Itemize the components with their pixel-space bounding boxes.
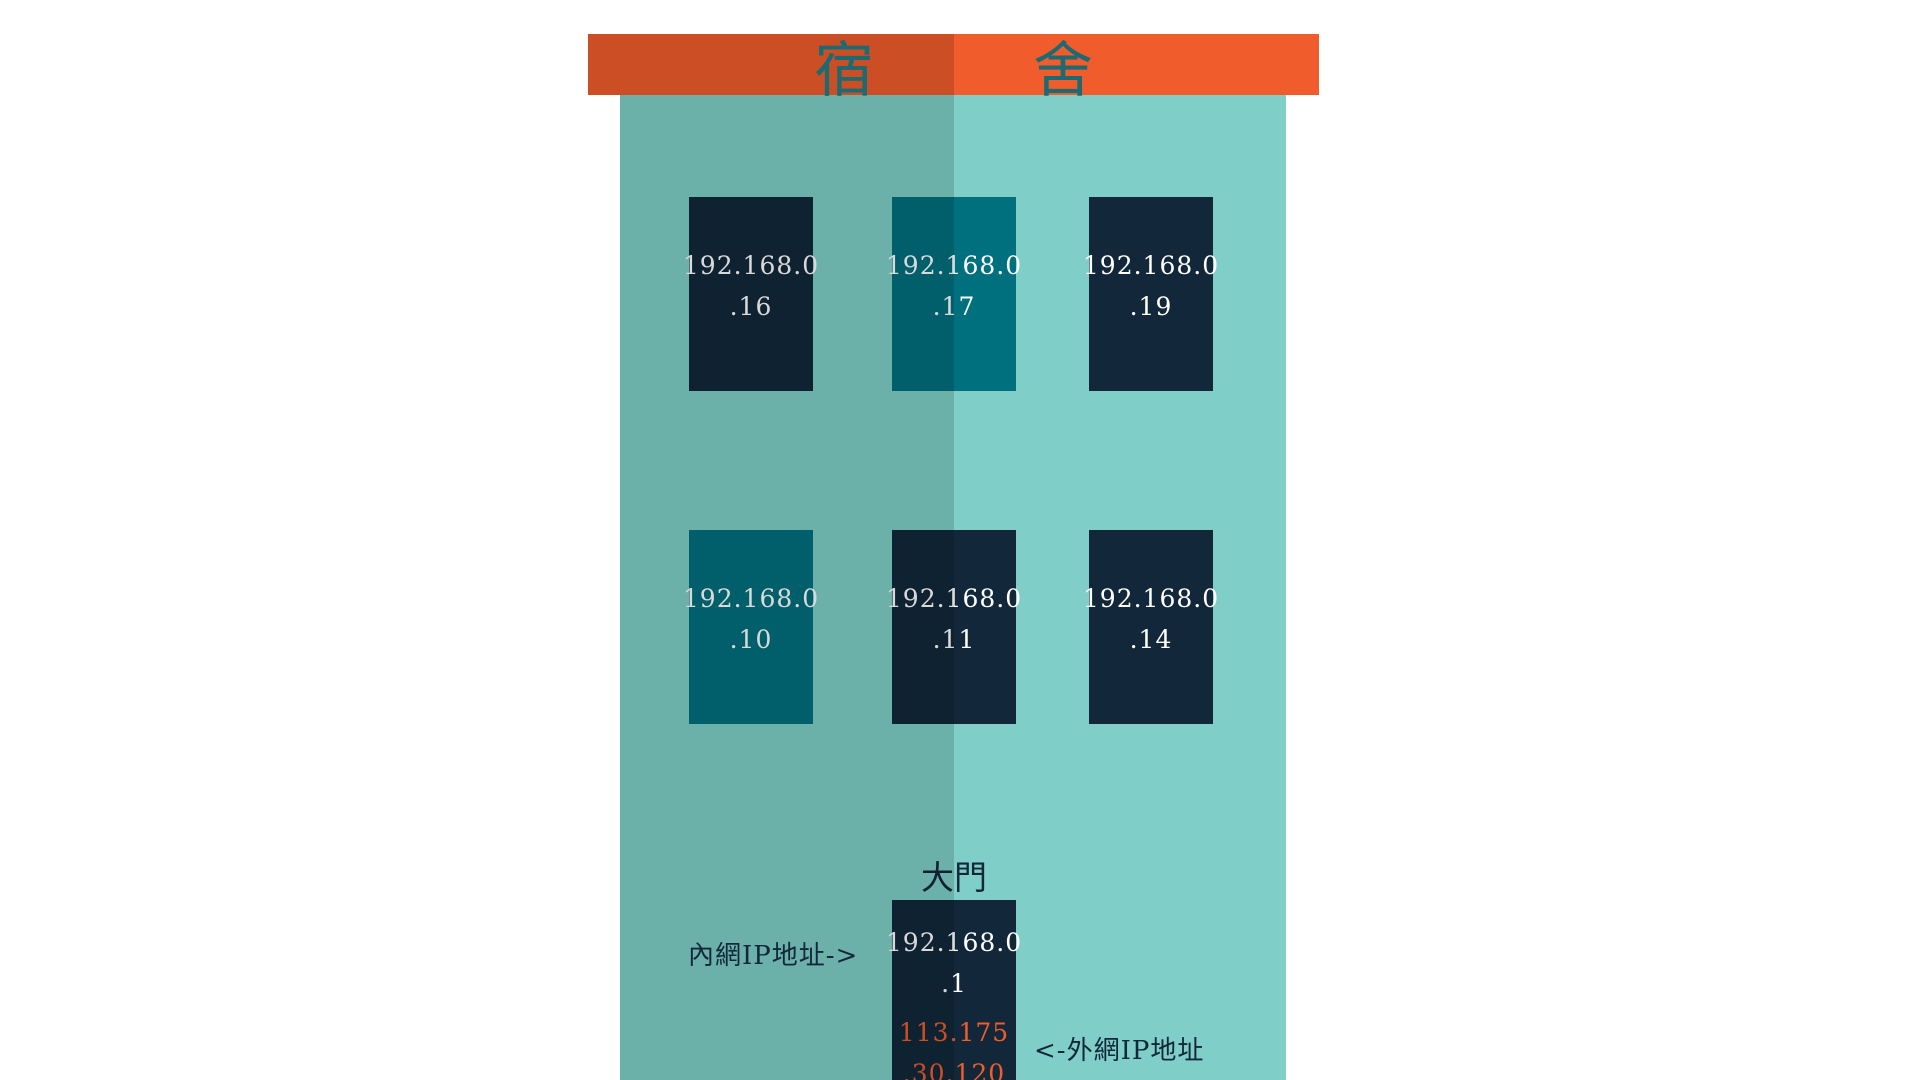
window-ip-line1: 192.168.0 xyxy=(1082,251,1220,280)
door-internal-ip-line2: .1 xyxy=(941,969,967,998)
window-ip-line1: 192.168.0 xyxy=(885,584,1023,613)
window-ip-16: 192.168.0 .16 xyxy=(683,197,818,391)
window-ip-line1: 192.168.0 xyxy=(1082,584,1220,613)
window-ip-14: 192.168.0 .14 xyxy=(1083,530,1218,724)
door-internal-ip-line1: 192.168.0 xyxy=(885,928,1023,957)
window-ip-line2: .14 xyxy=(1129,625,1173,654)
door-external-ip-line1: 113.175 xyxy=(898,1018,1010,1047)
door-gateway: 192.168.0 .1 113.175 .30.120 xyxy=(886,900,1021,1080)
window-ip-17: 192.168.0 .17 xyxy=(886,197,1021,391)
window-ip-line2: .10 xyxy=(729,625,773,654)
window-ip-line2: .19 xyxy=(1129,292,1173,321)
window-ip-line2: .16 xyxy=(729,292,773,321)
internal-ip-label: 內網IP地址-> xyxy=(688,941,859,971)
window-ip-line1: 192.168.0 xyxy=(885,251,1023,280)
roof-sign xyxy=(588,34,1319,95)
door-external-ip-line2: .30.120 xyxy=(902,1059,1006,1080)
external-ip-label: <-外網IP地址 xyxy=(1034,1036,1205,1066)
window-ip-line2: .17 xyxy=(932,292,976,321)
window-ip-line1: 192.168.0 xyxy=(682,251,820,280)
window-ip-line2: .11 xyxy=(932,625,976,654)
window-ip-19: 192.168.0 .19 xyxy=(1083,197,1218,391)
window-ip-10: 192.168.0 .10 xyxy=(683,530,818,724)
window-ip-line1: 192.168.0 xyxy=(682,584,820,613)
building-title: 宿 舍 xyxy=(813,35,1164,106)
window-ip-11: 192.168.0 .11 xyxy=(886,530,1021,724)
door-title: 大門 xyxy=(921,858,987,897)
